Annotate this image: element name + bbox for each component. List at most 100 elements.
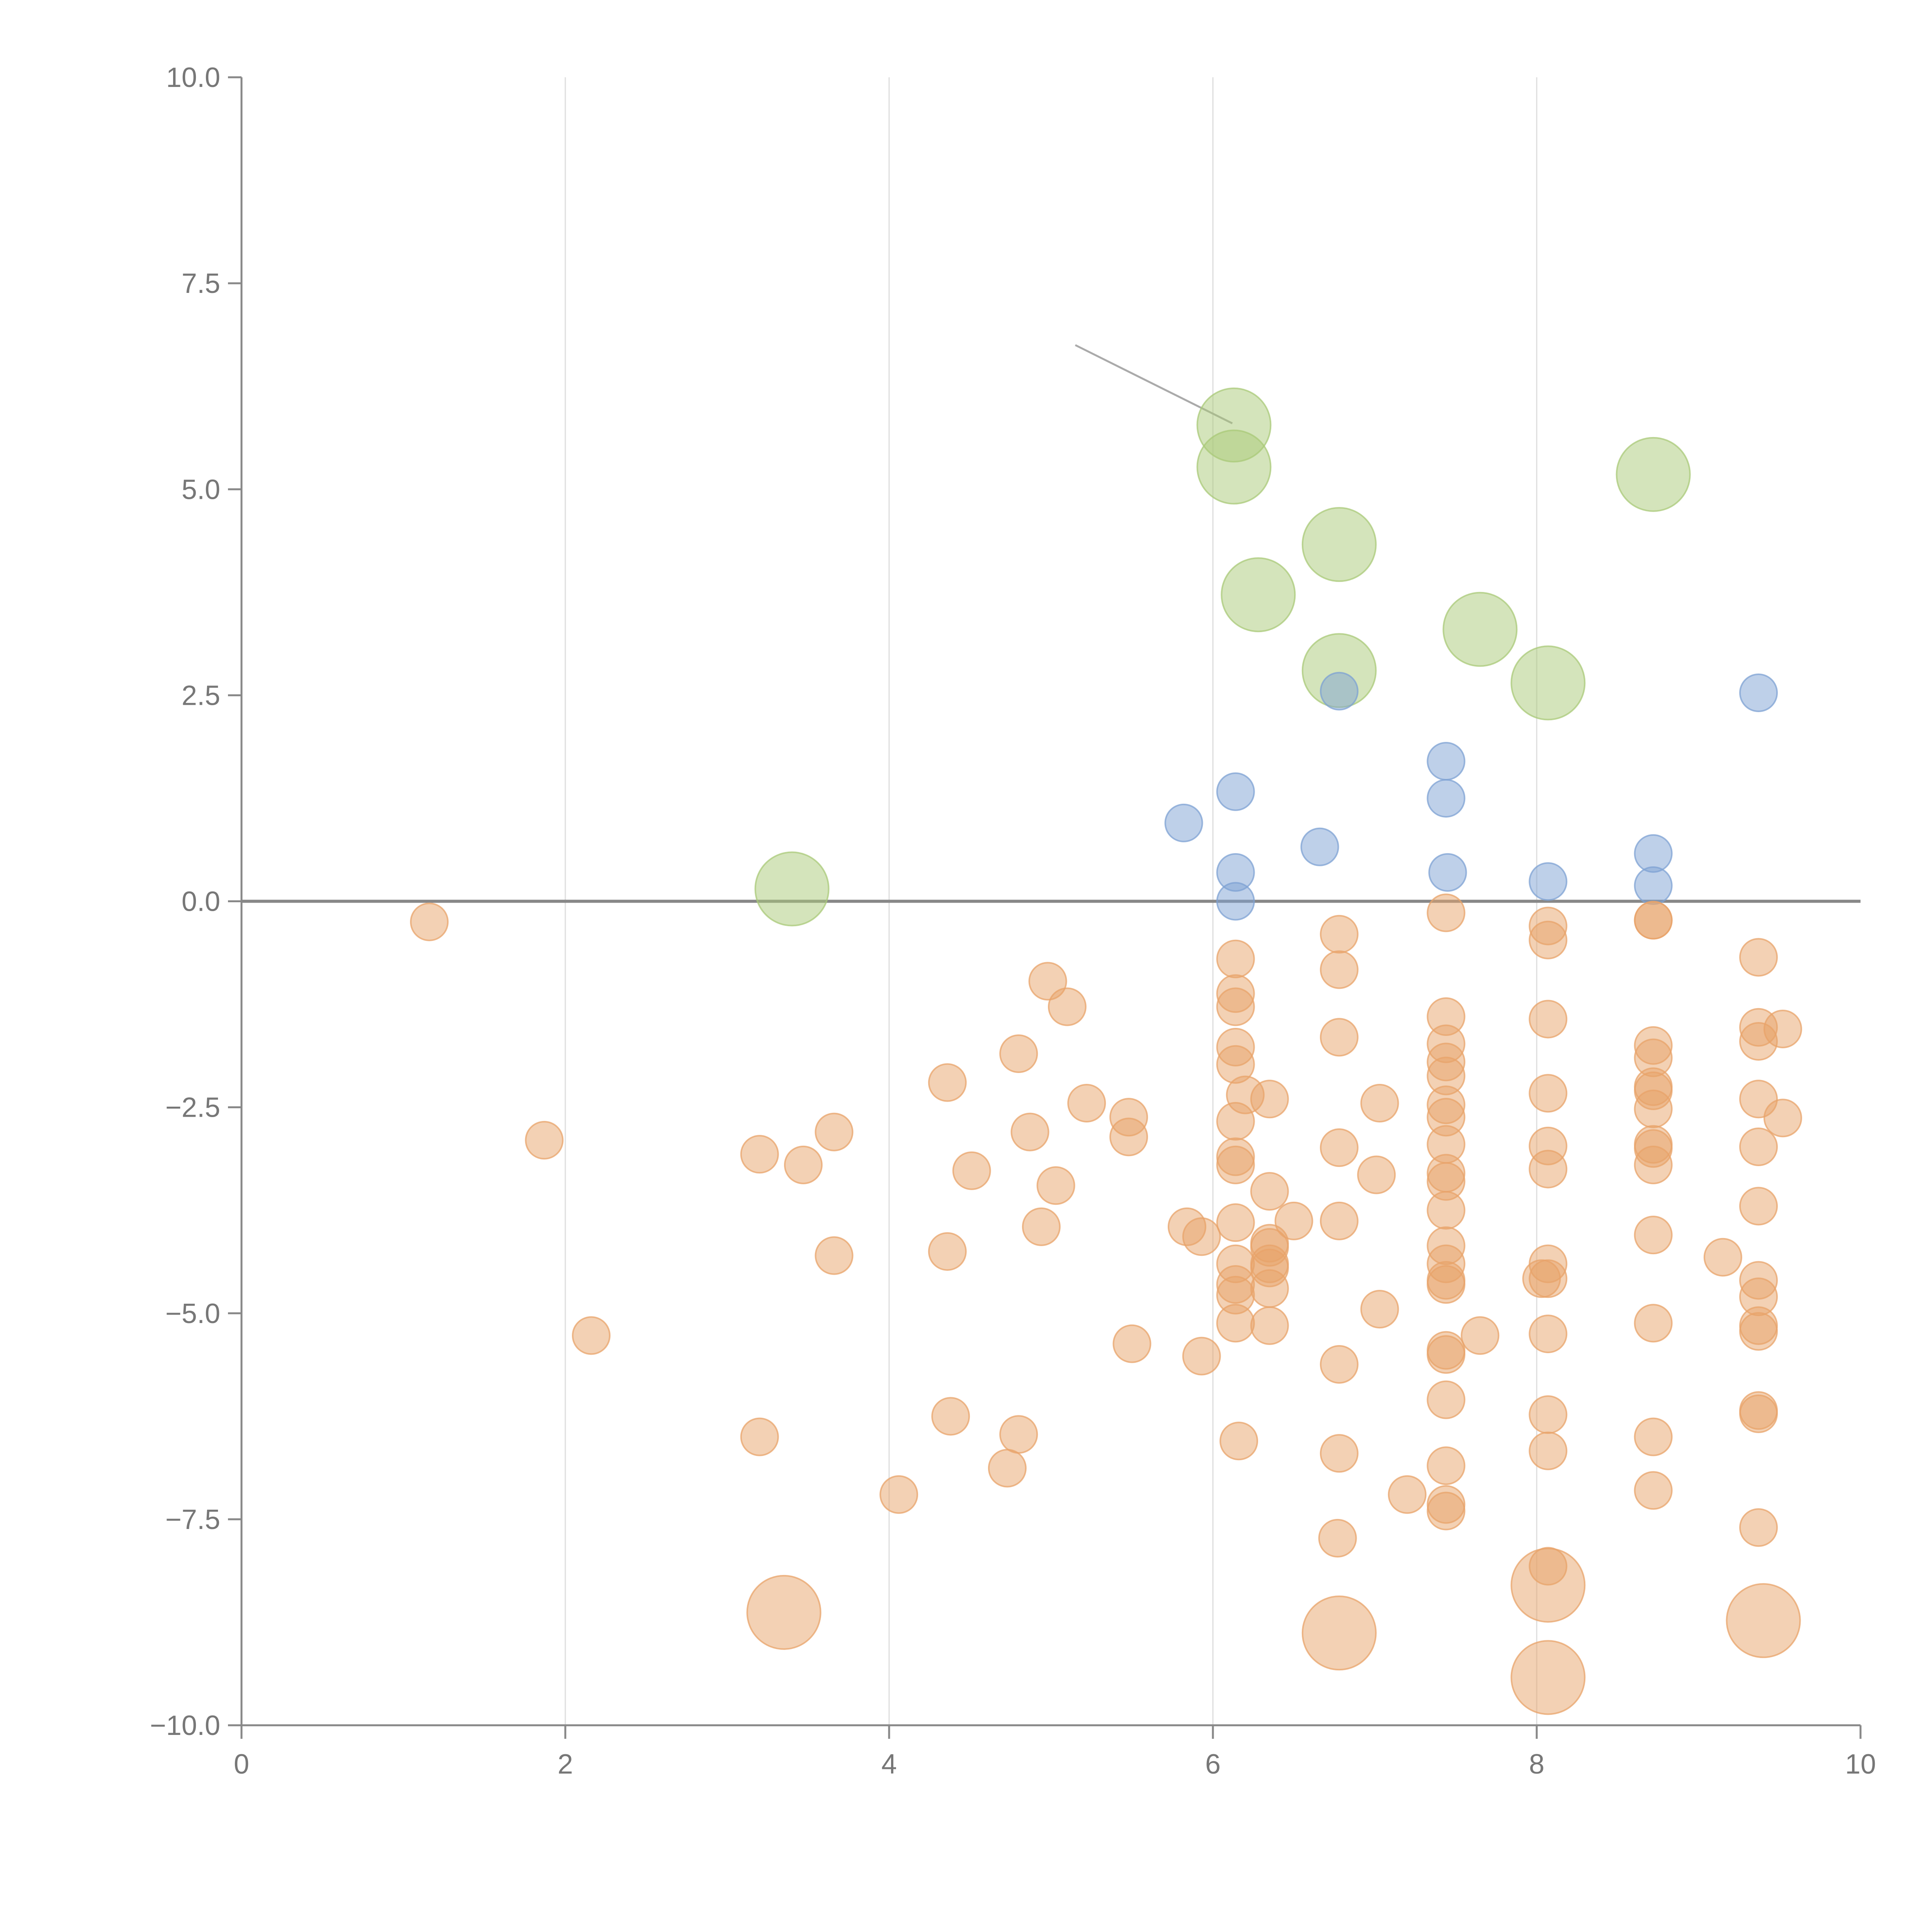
tick-labels: 10.0 7.5 5.0 2.5 0.0 −2.5 −5.0 −7.5 −10.0 0 2 4 6 8 10: [150, 62, 1876, 1780]
negative-bubble: [1427, 1191, 1466, 1230]
negative-bubble: [1522, 1259, 1561, 1298]
negative-bubble: [879, 1475, 918, 1514]
negative-bubble: [1529, 1395, 1568, 1434]
negative-bubble: [1219, 1422, 1259, 1461]
y-tick-label: −5.0: [165, 1298, 220, 1329]
x-tick-label: 0: [234, 1749, 249, 1780]
negative-bubble: [1739, 1187, 1778, 1226]
negative-bubble: [1182, 1217, 1221, 1256]
negative-bubble: [1634, 1304, 1673, 1343]
negative-bubble: [1739, 1508, 1778, 1547]
negative-bubble: [1216, 1145, 1255, 1184]
low_positive-bubble: [1216, 882, 1255, 921]
low_positive-bubble: [1164, 803, 1203, 842]
negative-bubble: [928, 1063, 967, 1102]
negative-bubble: [815, 1236, 854, 1275]
low_positive-bubble: [1427, 742, 1466, 781]
negative-bubble: [1634, 1089, 1673, 1128]
negative-bubble: [1250, 1306, 1289, 1345]
negative-bubble: [1427, 1265, 1466, 1304]
negative-bubble: [1182, 1337, 1221, 1376]
negative-bubble: [1529, 1150, 1568, 1189]
high_positive-bubble: [1196, 429, 1272, 505]
high_positive-bubble: [1301, 507, 1377, 582]
negative-bubble: [1763, 1099, 1802, 1138]
negative-bubble: [1739, 938, 1778, 977]
negative-bubble: [1318, 1519, 1357, 1558]
negative-bubble: [572, 1316, 611, 1355]
negative-bubble: [1529, 1431, 1568, 1470]
negative-bubble: [1388, 1475, 1427, 1514]
negative-bubble: [1320, 1201, 1359, 1240]
negative-bubble: [1216, 939, 1255, 978]
negative-bubble: [1427, 1380, 1466, 1419]
negative-bubble: [1048, 987, 1087, 1026]
negative-bubble: [1216, 1203, 1255, 1242]
negative-bubble: [1112, 1324, 1151, 1363]
high_positive-bubble: [1221, 557, 1296, 633]
negative-bubble: [1529, 1074, 1568, 1113]
low_positive-bubble: [1634, 866, 1673, 905]
negative-bubble: [1634, 901, 1673, 940]
negative-bubble: [1360, 1083, 1399, 1122]
high_positive-bubble: [754, 851, 830, 927]
negative-bubble: [999, 1415, 1038, 1454]
negative-bubble: [952, 1151, 991, 1190]
negative-bubble: [988, 1449, 1027, 1488]
low_positive-bubble: [1427, 779, 1466, 818]
negative-bubble: [1320, 1018, 1359, 1057]
low_positive-bubble: [1529, 862, 1568, 901]
negative-bubble: [1360, 1290, 1399, 1329]
negative-bubble: [746, 1575, 821, 1650]
negative-bubble: [740, 1135, 779, 1174]
low_positive-bubble: [1428, 853, 1467, 892]
y-tick-label: 5.0: [182, 474, 220, 505]
y-tick-label: −7.5: [165, 1504, 220, 1535]
negative-bubble: [1510, 1640, 1586, 1715]
negative-bubble: [1634, 1417, 1673, 1456]
negative-bubble: [525, 1121, 564, 1160]
y-tick-label: 7.5: [182, 268, 220, 299]
high_positive-bubble: [1510, 645, 1586, 721]
negative-bubble: [1216, 1304, 1255, 1343]
negative-bubble: [1250, 1269, 1289, 1308]
bubbles: [410, 387, 1802, 1715]
y-tick-label: −10.0: [150, 1710, 220, 1741]
low_positive-bubble: [1216, 772, 1255, 811]
negative-bubble: [1010, 1112, 1049, 1151]
negative-bubble: [410, 902, 449, 941]
negative-bubble: [740, 1417, 779, 1456]
negative-bubble: [999, 1034, 1038, 1073]
negative-bubble: [931, 1397, 970, 1436]
negative-bubble: [1320, 915, 1359, 954]
negative-bubble: [1529, 920, 1568, 959]
negative-bubble: [1739, 1312, 1778, 1351]
negative-bubble: [1739, 1127, 1778, 1166]
low_positive-bubble: [1320, 672, 1359, 711]
negative-bubble: [1357, 1155, 1396, 1194]
negative-bubble: [1320, 950, 1359, 989]
x-tick-label: 6: [1205, 1749, 1221, 1780]
negative-bubble: [1067, 1083, 1106, 1122]
negative-bubble: [1510, 1548, 1586, 1623]
negative-bubble: [1427, 1446, 1466, 1485]
x-tick-label: 4: [881, 1749, 897, 1780]
low_positive-bubble: [1739, 673, 1778, 712]
negative-bubble: [1301, 1595, 1377, 1671]
negative-bubble: [1216, 987, 1255, 1026]
negative-bubble: [1427, 1335, 1466, 1374]
negative-bubble: [1022, 1207, 1061, 1246]
negative-bubble: [1739, 1394, 1778, 1433]
low_positive-bubble: [1300, 827, 1339, 866]
high_positive-bubble: [1442, 592, 1518, 667]
negative-bubble: [1274, 1201, 1313, 1240]
negative-bubble: [1320, 1434, 1359, 1473]
negative-bubble: [1726, 1583, 1801, 1658]
negative-bubble: [1763, 1010, 1802, 1049]
y-tick-label: 2.5: [182, 680, 220, 711]
negative-bubble: [1703, 1238, 1742, 1277]
negative-bubble: [1634, 1216, 1673, 1255]
high_positive-bubble: [1616, 437, 1691, 512]
negative-bubble: [1320, 1345, 1359, 1384]
